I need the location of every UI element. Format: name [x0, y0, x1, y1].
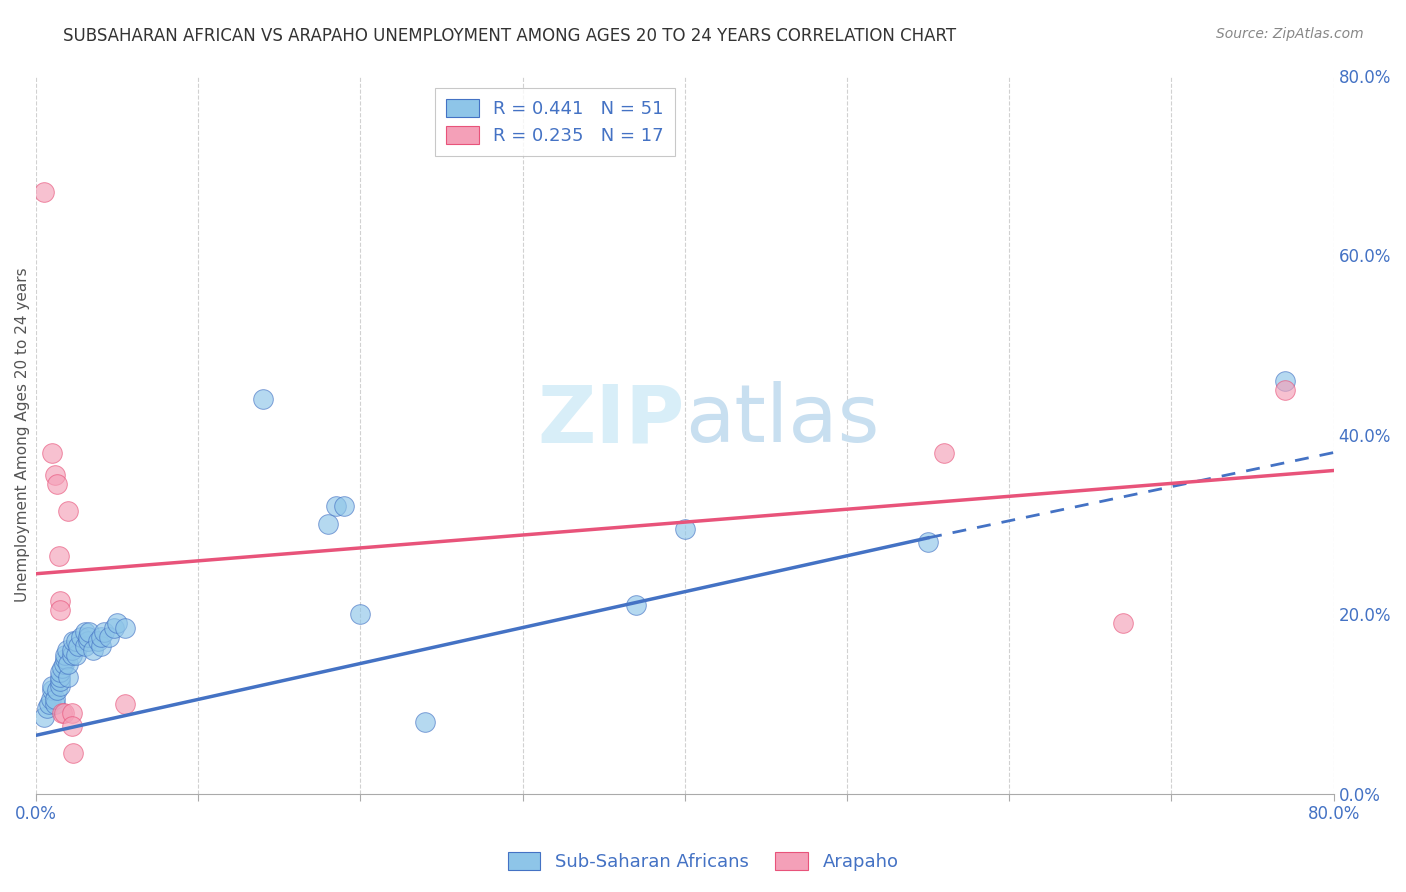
Point [37, 701, 59, 715]
Point [62, 634, 84, 648]
Point [103, 621, 125, 635]
Point [41, 683, 63, 698]
Point [44, 692, 66, 706]
Legend: R = 0.441   N = 51, R = 0.235   N = 17: R = 0.441 N = 51, R = 0.235 N = 17 [436, 88, 675, 156]
Point [349, 607, 371, 621]
Text: atlas: atlas [685, 381, 879, 459]
Point [39, 692, 62, 706]
Point [58, 670, 80, 684]
Point [673, 522, 696, 536]
Point [73, 625, 96, 640]
Point [60, 706, 83, 720]
Point [48, 549, 70, 563]
Text: Source: ZipAtlas.com: Source: ZipAtlas.com [1216, 27, 1364, 41]
Point [44, 468, 66, 483]
Point [49, 602, 72, 616]
Point [316, 517, 339, 532]
Point [38, 697, 60, 711]
Point [52, 657, 75, 671]
Point [60, 719, 83, 733]
Point [1274, 383, 1296, 397]
Point [65, 648, 87, 662]
Point [51, 661, 73, 675]
Point [41, 445, 63, 459]
Point [49, 679, 72, 693]
Point [917, 535, 939, 549]
Point [41, 679, 63, 693]
Point [82, 643, 104, 657]
Point [60, 643, 83, 657]
Point [70, 630, 93, 644]
Point [65, 634, 87, 648]
Point [97, 630, 120, 644]
Point [49, 665, 72, 680]
Point [624, 598, 647, 612]
Point [73, 639, 96, 653]
Point [1274, 374, 1296, 388]
Point [90, 639, 112, 653]
Point [62, 746, 84, 760]
Point [53, 648, 76, 662]
Point [105, 616, 128, 631]
Point [90, 630, 112, 644]
Point [49, 670, 72, 684]
Point [58, 657, 80, 671]
Point [413, 714, 436, 729]
Point [46, 477, 69, 491]
Point [333, 500, 356, 514]
Point [76, 630, 98, 644]
Point [32, 710, 55, 724]
Point [46, 683, 69, 698]
Point [49, 674, 72, 689]
Point [51, 706, 73, 720]
Point [79, 625, 101, 640]
Point [114, 621, 136, 635]
Point [67, 639, 90, 653]
Point [32, 185, 55, 199]
Point [252, 392, 274, 406]
Y-axis label: Unemployment Among Ages 20 to 24 years: Unemployment Among Ages 20 to 24 years [15, 268, 31, 602]
Point [44, 697, 66, 711]
Point [58, 504, 80, 518]
Point [93, 625, 115, 640]
Point [53, 652, 76, 666]
Point [60, 648, 83, 662]
Point [52, 706, 75, 720]
Legend: Sub-Saharan Africans, Arapaho: Sub-Saharan Africans, Arapaho [501, 845, 905, 879]
Point [1112, 616, 1135, 631]
Point [76, 634, 98, 648]
Point [934, 445, 956, 459]
Point [325, 500, 347, 514]
Point [86, 634, 108, 648]
Text: SUBSAHARAN AFRICAN VS ARAPAHO UNEMPLOYMENT AMONG AGES 20 TO 24 YEARS CORRELATION: SUBSAHARAN AFRICAN VS ARAPAHO UNEMPLOYME… [63, 27, 956, 45]
Point [114, 697, 136, 711]
Text: ZIP: ZIP [537, 381, 685, 459]
Point [55, 643, 77, 657]
Point [49, 593, 72, 607]
